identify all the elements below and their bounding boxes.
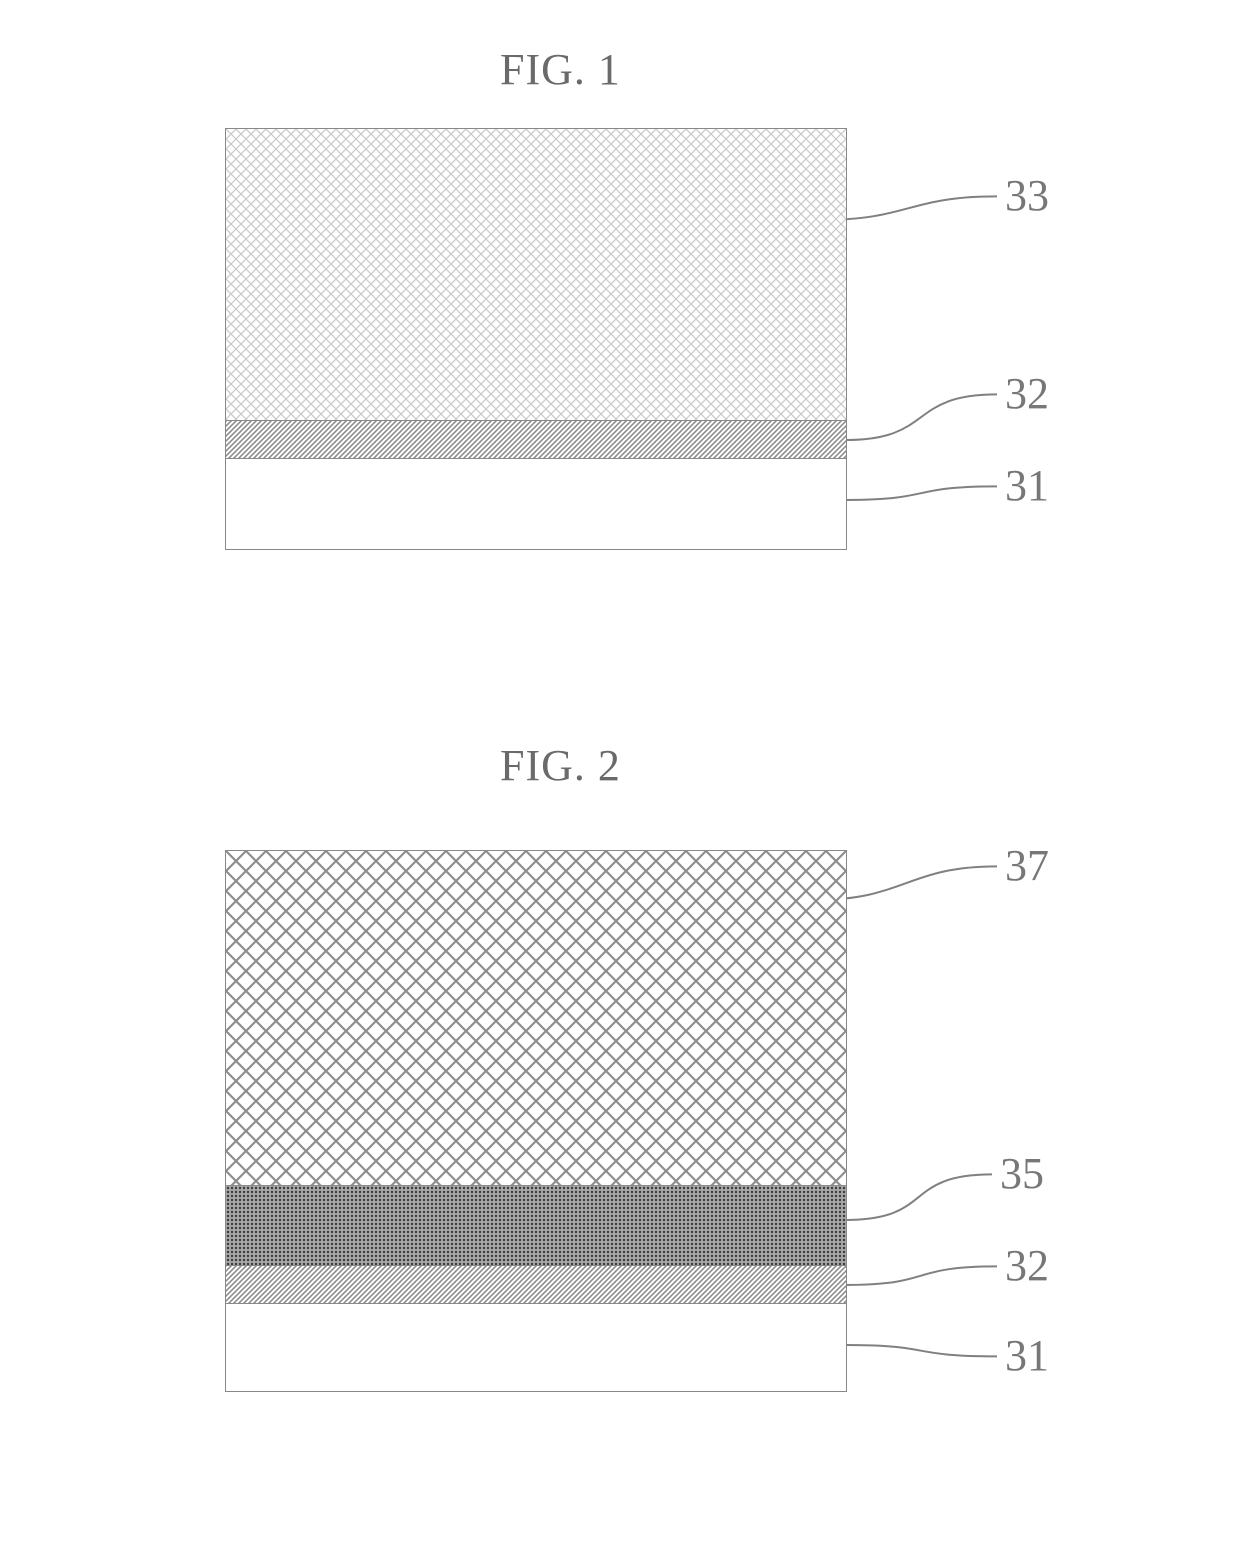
fig2-layer-35	[226, 1186, 846, 1266]
fig1-layer-stack	[225, 128, 847, 550]
fig2-leader-32	[845, 1266, 997, 1285]
fig2-leader-35	[845, 1174, 992, 1220]
fig2-title: FIG. 2	[500, 740, 621, 791]
fig1-label-32: 32	[1005, 368, 1049, 419]
fig2-leader-31	[845, 1345, 997, 1356]
fig1-title: FIG. 1	[500, 44, 621, 95]
fig2-layer-stack	[225, 850, 847, 1392]
fig1-leader-32	[845, 394, 997, 440]
fig1-layer-31	[226, 459, 846, 549]
fig2-layer-32	[226, 1266, 846, 1304]
fig1-layer-32	[226, 421, 846, 459]
fig1-leader-31	[845, 486, 997, 500]
fig2-layer-37	[226, 851, 846, 1186]
fig2-label-35: 35	[1000, 1148, 1044, 1199]
fig2-label-31: 31	[1005, 1330, 1049, 1381]
fig1-label-31: 31	[1005, 460, 1049, 511]
fig2-label-37: 37	[1005, 840, 1049, 891]
fig2-label-32: 32	[1005, 1240, 1049, 1291]
fig2-layer-31	[226, 1304, 846, 1391]
fig1-layer-33	[226, 129, 846, 421]
fig1-label-33: 33	[1005, 170, 1049, 221]
page-root: FIG. 1 33 32 31 FIG. 2 37 35 32 31	[0, 0, 1240, 1555]
